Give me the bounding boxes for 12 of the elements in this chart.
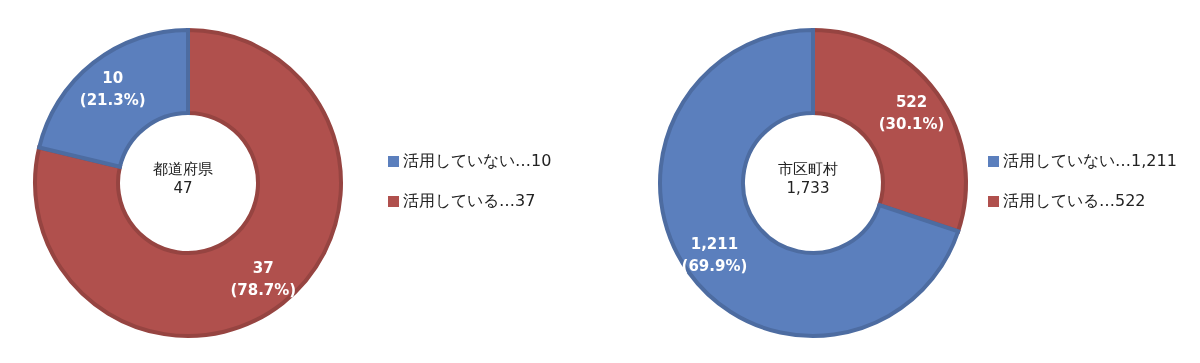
data-label: 10 (21.3%) (79, 68, 146, 109)
data-label: 522 (30.1%) (878, 92, 945, 133)
data-label: 37 (78.7%) (230, 259, 297, 300)
legend-label: 活用していない…1,211 (1003, 150, 1177, 170)
legend-label: 活用していない…10 (403, 150, 552, 170)
legend-label: 活用している…37 (403, 190, 536, 210)
legend-label: 活用している…522 (1003, 190, 1146, 210)
data-label: 1,211 (69.9%) (681, 235, 748, 276)
donut-slice (658, 28, 961, 338)
text: 市区町村 1,733 (778, 160, 838, 197)
text: 都道府県 47 (153, 160, 213, 197)
donut-slice (33, 28, 343, 338)
